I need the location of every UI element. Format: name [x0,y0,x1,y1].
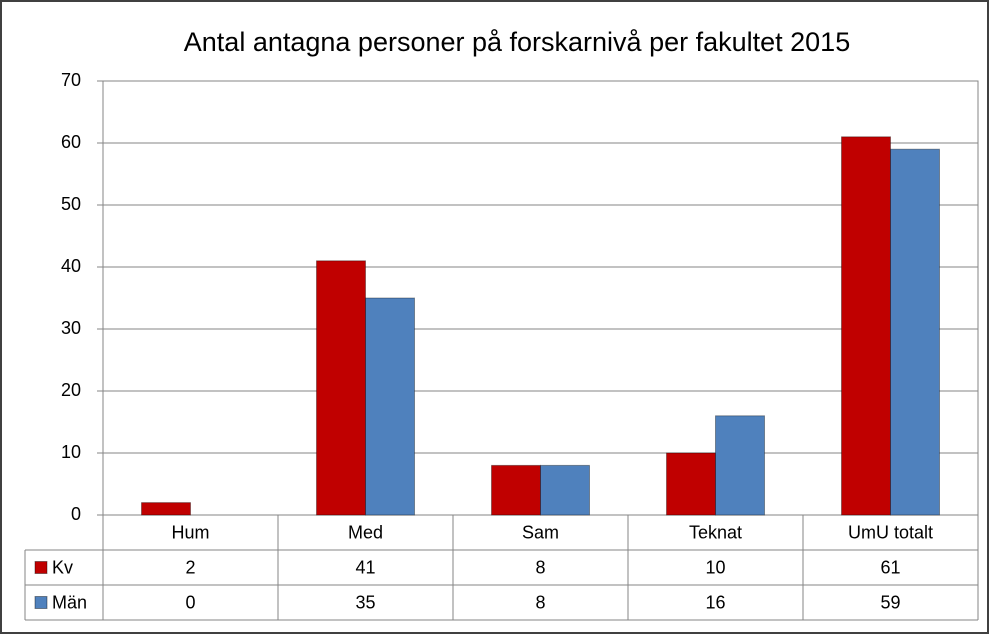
bar [841,136,891,516]
bar [890,148,940,516]
y-tick-label: 20 [61,380,81,400]
bar [666,452,716,516]
table-value: 2 [185,557,195,577]
y-tick-label: 60 [61,132,81,152]
x-tick-label: UmU totalt [848,522,933,542]
bar [316,260,366,516]
bar [540,464,590,516]
legend-label: Kv [52,557,73,577]
bar [491,464,541,516]
bar [715,415,765,516]
bar [365,297,415,516]
y-tick-label: 50 [61,194,81,214]
table-value: 8 [535,592,545,612]
y-tick-label: 10 [61,442,81,462]
y-tick-label: 40 [61,256,81,276]
table-value: 41 [355,557,375,577]
table-value: 16 [705,592,725,612]
table-value: 59 [880,592,900,612]
y-tick-label: 0 [71,504,81,524]
table-value: 61 [880,557,900,577]
table-value: 10 [705,557,725,577]
x-tick-label: Sam [522,522,559,542]
x-tick-label: Hum [171,522,209,542]
table-value: 8 [535,557,545,577]
x-tick-label: Teknat [689,522,742,542]
y-tick-label: 70 [61,70,81,90]
x-tick-label: Med [348,522,383,542]
chart-title: Antal antagna personer på forskarnivå pe… [184,27,850,57]
legend-swatch [34,561,48,574]
y-tick-label: 30 [61,318,81,338]
legend-label: Män [52,592,87,612]
table-value: 0 [185,592,195,612]
legend-swatch [34,596,48,609]
bar [141,502,191,516]
table-value: 35 [355,592,375,612]
